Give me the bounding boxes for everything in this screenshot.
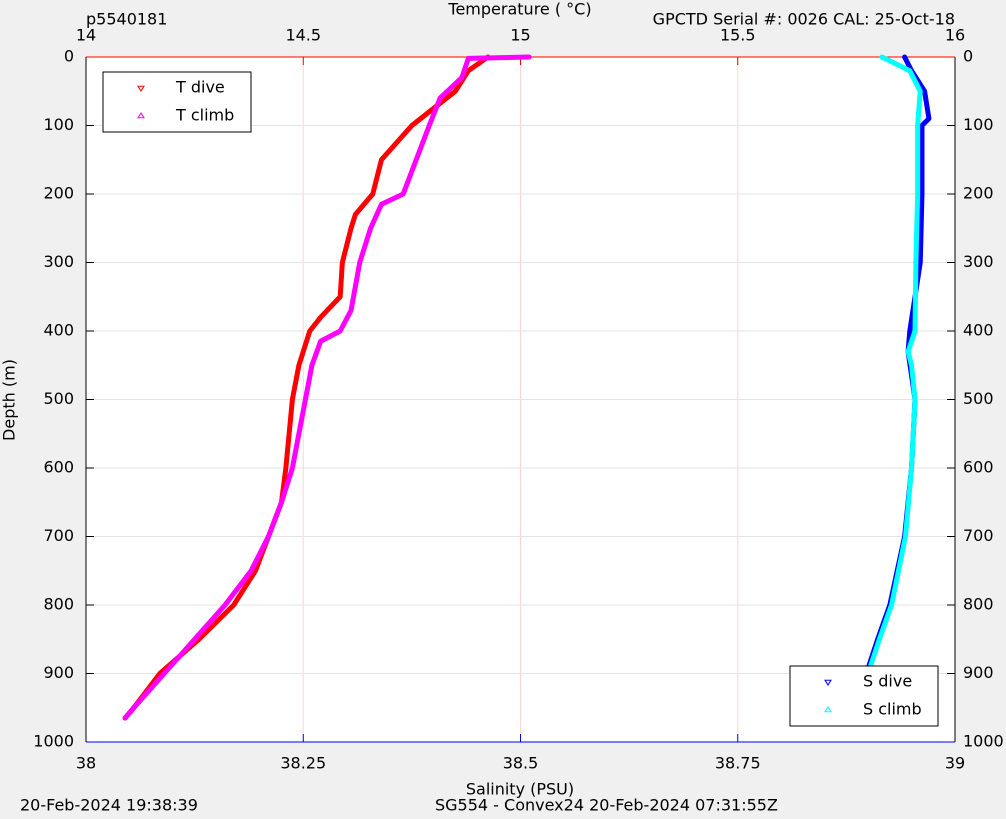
legend-label: T climb	[175, 106, 234, 125]
x-tick-label: 39	[945, 754, 965, 773]
x-tick-label: 38.25	[280, 754, 326, 773]
y-tick-label: 300	[43, 252, 74, 271]
series-trace	[855, 54, 923, 721]
x2-axis-title: Temperature ( °C)	[447, 0, 591, 19]
x-tick-label: 38.5	[503, 754, 539, 773]
y-tick-label: 500	[43, 389, 74, 408]
y-tick-label: 1000	[963, 732, 1004, 751]
y-tick-label: 1000	[33, 732, 74, 751]
series-trace	[122, 54, 491, 721]
legend-marker	[137, 112, 145, 119]
y-tick-label: 0	[64, 47, 74, 66]
x2-tick-label: 15	[510, 26, 530, 45]
y-tick-label: 900	[963, 663, 994, 682]
legend-box	[102, 71, 252, 133]
y-tick-label: 700	[43, 526, 74, 545]
y-tick-label: 100	[43, 115, 74, 134]
legend-box	[789, 665, 939, 727]
legend-marker	[824, 679, 832, 686]
y-axis-title: Depth (m)	[0, 359, 19, 441]
y-tick-label: 600	[963, 458, 994, 477]
series-trace	[122, 54, 532, 721]
x-tick-label: 38	[76, 754, 96, 773]
footer-left: 20-Feb-2024 19:38:39	[20, 796, 198, 815]
legend-label: S dive	[863, 672, 912, 691]
y-tick-label: 400	[43, 321, 74, 340]
top-left-label: p5540181	[86, 10, 167, 29]
y-tick-label: 100	[963, 115, 994, 134]
x-tick-label: 38.75	[715, 754, 761, 773]
y-tick-label: 700	[963, 526, 994, 545]
top-right-label: GPCTD Serial #: 0026 CAL: 25-Oct-18	[653, 10, 955, 29]
x2-tick-label: 14.5	[285, 26, 321, 45]
legend-label: S climb	[863, 700, 922, 719]
y-tick-label: 400	[963, 321, 994, 340]
y-tick-label: 600	[43, 458, 74, 477]
legend-label: T dive	[175, 78, 225, 97]
x2-tick-label: 15.5	[720, 26, 756, 45]
footer-center: SG554 - Convex24 20-Feb-2024 07:31:55Z	[435, 796, 778, 815]
y-tick-label: 500	[963, 389, 994, 408]
x-axis-title: Salinity (PSU)	[466, 780, 574, 799]
y-tick-label: 800	[43, 595, 74, 614]
y-tick-label: 0	[963, 47, 973, 66]
x2-tick-label: 16	[945, 26, 965, 45]
y-tick-label: 200	[43, 184, 74, 203]
y-tick-label: 300	[963, 252, 994, 271]
legend-marker	[137, 85, 145, 92]
y-tick-label: 900	[43, 663, 74, 682]
legend-marker	[824, 706, 832, 713]
y-tick-label: 800	[963, 595, 994, 614]
y-tick-label: 200	[963, 184, 994, 203]
x2-tick-label: 14	[76, 26, 96, 45]
